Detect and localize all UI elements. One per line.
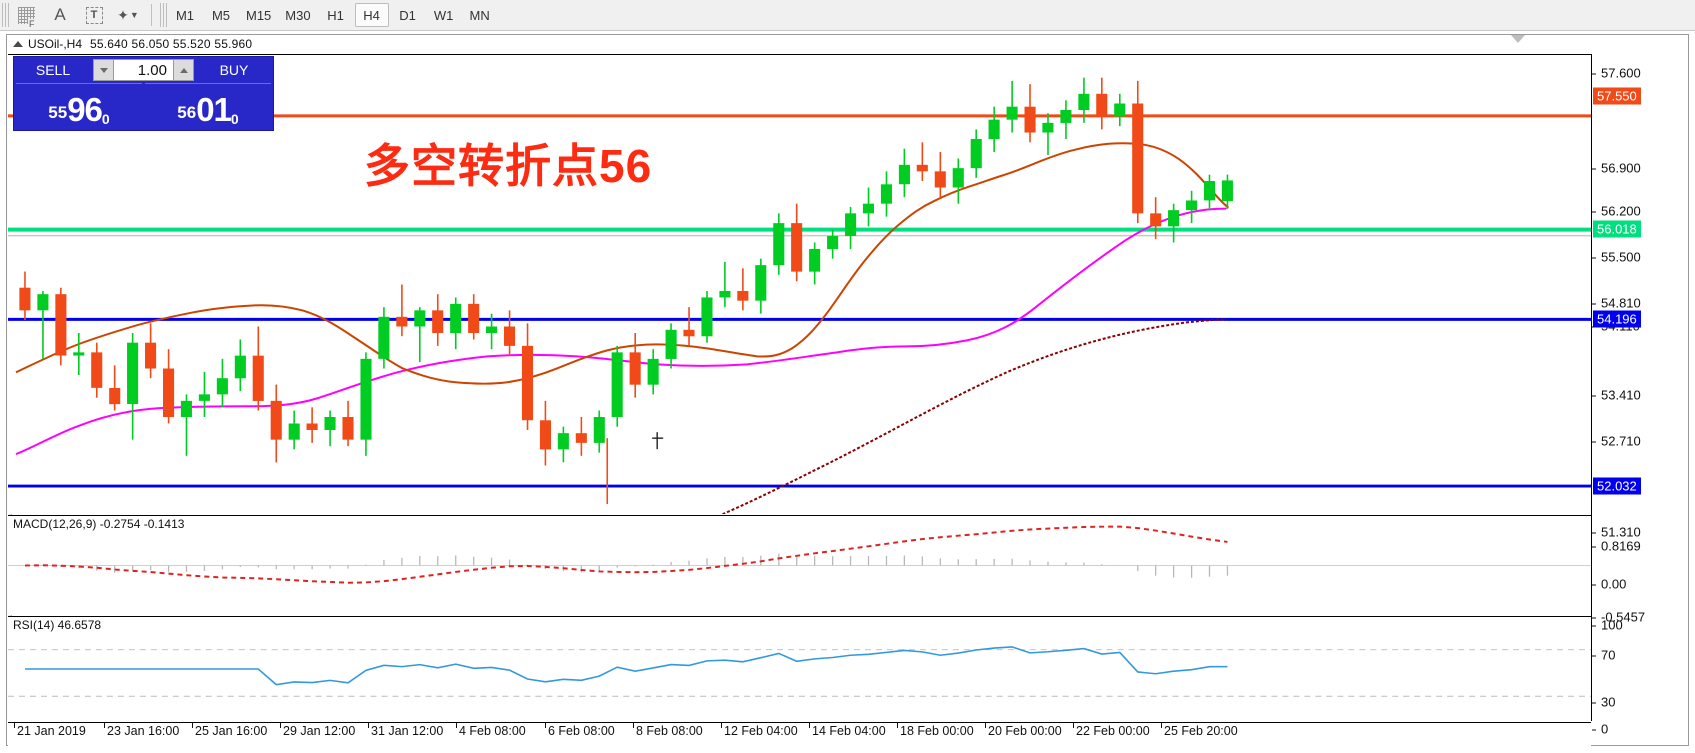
support-lower-price-tag: 52.032 xyxy=(1593,477,1641,495)
ma-mid-line xyxy=(15,207,1227,456)
support-upper-price-tag: 54.196 xyxy=(1593,310,1641,328)
drawing-tools-icon[interactable]: ✦ ▼ xyxy=(117,6,139,23)
buy-label[interactable]: BUY xyxy=(219,62,249,78)
chart-titlebar: USOil-,H4 55.640 56.050 55.520 55.960 xyxy=(7,35,1688,53)
collapse-triangle-icon[interactable] xyxy=(13,41,23,47)
time-axis[interactable]: 21 Jan 2019 23 Jan 16:00 25 Jan 16:00 29… xyxy=(8,722,1591,746)
timeframe-mn[interactable]: MN xyxy=(469,7,490,23)
time-tick: 20 Feb 00:00 xyxy=(985,723,1062,738)
chart-annotation-text: 多空转折点56 xyxy=(364,140,653,192)
time-tick: 23 Jan 16:00 xyxy=(104,723,179,738)
time-tick: 14 Feb 04:00 xyxy=(809,723,886,738)
macd-tick: 0.8169 xyxy=(1592,539,1688,554)
volume-increment-button[interactable] xyxy=(173,59,194,81)
rsi-tick: 70 xyxy=(1592,648,1688,663)
macd-histogram xyxy=(42,553,1229,578)
timeframe-m15[interactable]: M15 xyxy=(246,7,272,23)
chart-window: USOil-,H4 55.640 56.050 55.520 55.960 xyxy=(6,34,1689,746)
timeframe-grip[interactable] xyxy=(160,3,167,27)
rsi-pane[interactable] xyxy=(8,616,1591,721)
rsi-curve xyxy=(24,646,1228,686)
timeframe-m5[interactable]: M5 xyxy=(211,7,231,23)
price-tick: 56.900 xyxy=(1592,161,1688,176)
pane-collapse-icon[interactable] xyxy=(1511,35,1525,43)
timeframe-d1[interactable]: D1 xyxy=(399,7,416,23)
time-tick: 8 Feb 08:00 xyxy=(633,723,703,738)
ma-fast-line xyxy=(15,142,1230,385)
main-toolbar: A T ✦▼ M1 M5 M15 M30 H1 H4 D1 W1 MN xyxy=(0,0,1695,31)
time-tick: 29 Jan 12:00 xyxy=(280,723,355,738)
chart-symbol-label: USOil-,H4 xyxy=(28,37,83,51)
time-tick: 22 Feb 00:00 xyxy=(1073,723,1150,738)
price-tick: 56.200 xyxy=(1592,204,1688,219)
price-tick: 54.810 xyxy=(1592,296,1688,311)
toolbar-grip[interactable] xyxy=(2,3,9,27)
volume-decrement-button[interactable] xyxy=(93,59,114,81)
macd-signal-line xyxy=(24,525,1228,584)
volume-stepper[interactable]: 1.00 xyxy=(93,59,194,81)
sell-price-fraction: 0 xyxy=(101,111,110,127)
buy-price-fraction: 0 xyxy=(230,111,239,127)
price-chart-svg xyxy=(8,77,1591,514)
macd-tick: 0.00 xyxy=(1592,577,1688,592)
toolbar-divider xyxy=(151,4,152,26)
macd-tick: -0.5457 xyxy=(1592,610,1688,625)
sell-price-main: 96 xyxy=(67,91,103,128)
time-tick: 25 Jan 16:00 xyxy=(192,723,267,738)
one-click-trading-panel[interactable]: SELL 1.00 BUY 55 96 0 56 01 0 xyxy=(13,56,274,131)
ma-slow-line xyxy=(720,318,1227,514)
time-tick: 6 Feb 08:00 xyxy=(545,723,615,738)
text-object-icon[interactable]: T xyxy=(77,1,111,29)
sell-label[interactable]: SELL xyxy=(35,62,71,78)
text-label-icon[interactable]: A xyxy=(54,5,66,24)
time-tick: 31 Jan 12:00 xyxy=(368,723,443,738)
chart-ohlc-values: 55.640 56.050 55.520 55.960 xyxy=(90,37,253,51)
price-tick: 57.600 xyxy=(1592,66,1688,81)
price-tick: 53.410 xyxy=(1592,388,1688,403)
buy-price-main: 01 xyxy=(196,91,232,128)
macd-chart-svg xyxy=(8,525,1591,584)
volume-input[interactable]: 1.00 xyxy=(114,59,173,81)
timeframe-w1[interactable]: W1 xyxy=(433,7,454,23)
trade-panel-top-row: SELL 1.00 BUY xyxy=(14,57,273,83)
price-tick: 52.710 xyxy=(1592,434,1688,449)
timeframe-h4[interactable]: H4 xyxy=(354,3,389,27)
rsi-tick: 100 xyxy=(1592,618,1688,633)
time-tick: 18 Feb 00:00 xyxy=(897,723,974,738)
sell-price-prefix: 55 xyxy=(48,103,68,122)
rsi-chart-svg xyxy=(8,646,1591,697)
chart-cursor-marker xyxy=(652,432,664,450)
resistance-price-tag: 57.550 xyxy=(1593,87,1641,105)
price-tick: 55.500 xyxy=(1592,250,1688,265)
timeframe-m1[interactable]: M1 xyxy=(175,7,195,23)
rsi-tick: 30 xyxy=(1592,695,1688,710)
time-tick: 12 Feb 04:00 xyxy=(721,723,798,738)
rsi-tick: 0 xyxy=(1592,722,1688,737)
price-axis[interactable]: 57.600 56.900 56.200 55.500 54.810 54.11… xyxy=(1591,54,1688,737)
sell-button[interactable]: 55 96 0 xyxy=(16,83,142,128)
timeframe-h1[interactable]: H1 xyxy=(327,7,344,23)
trade-panel-prices: 55 96 0 56 01 0 xyxy=(14,83,273,130)
candlestick-series xyxy=(19,77,1233,466)
time-tick: 4 Feb 08:00 xyxy=(456,723,526,738)
buy-button[interactable]: 56 01 0 xyxy=(145,83,271,128)
buy-price-prefix: 56 xyxy=(177,103,197,122)
indicators-icon[interactable] xyxy=(9,1,43,29)
price-tick: 51.310 xyxy=(1592,525,1688,540)
timeframe-m30[interactable]: M30 xyxy=(285,7,311,23)
time-tick: 21 Jan 2019 xyxy=(14,723,86,738)
current-price-tag: 56.018 xyxy=(1593,220,1641,238)
time-tick: 25 Feb 20:00 xyxy=(1161,723,1238,738)
macd-pane[interactable] xyxy=(8,515,1591,615)
